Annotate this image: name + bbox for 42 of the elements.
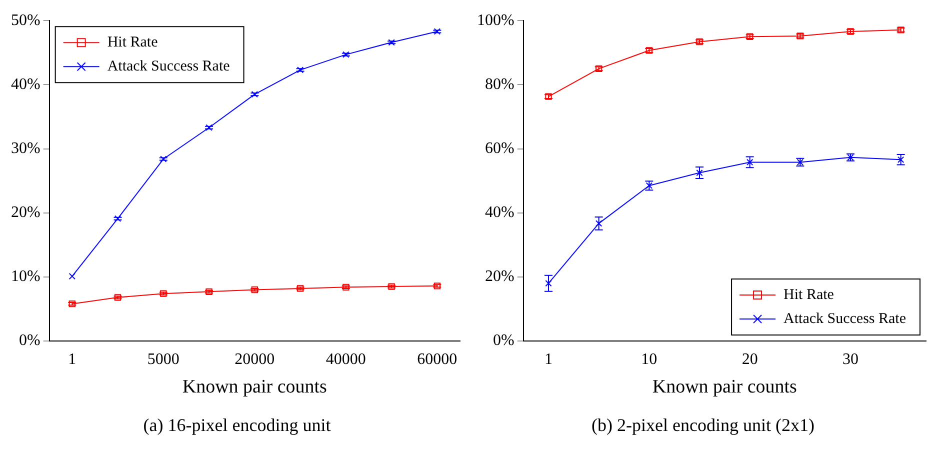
- y-tick-label: 80%: [485, 76, 514, 93]
- point: [342, 51, 350, 58]
- y-tick-label: 50%: [11, 12, 40, 29]
- y-tick-label: 100%: [477, 12, 514, 29]
- x-tick-label: 60000: [417, 350, 458, 368]
- point: [206, 288, 212, 295]
- point: [114, 294, 122, 301]
- y-tick-label: 0%: [19, 332, 40, 350]
- x-tick-label: 10: [641, 350, 658, 368]
- text: (a) 16-pixel encoding unit: [142, 415, 332, 436]
- point: [388, 39, 395, 46]
- point: [160, 156, 167, 162]
- legend-label: Hit Rate: [107, 34, 158, 51]
- x-tick-label: 20: [742, 350, 758, 368]
- x-tick-label: 1: [68, 350, 76, 368]
- y-tick-label: 20%: [485, 268, 514, 286]
- x-axis-title: Known pair counts: [182, 376, 327, 398]
- x-tick-label: 20000: [234, 350, 275, 368]
- y-tick-label: 10%: [11, 268, 40, 286]
- y-tick-label: 20%: [11, 204, 40, 222]
- point: [251, 286, 258, 294]
- legend-label: Attack Success Rate: [784, 310, 906, 327]
- point: [206, 124, 212, 131]
- y-tick-label: 0%: [493, 332, 514, 350]
- legend-label: Hit Rate: [784, 286, 834, 303]
- y-tick-label: 30%: [11, 140, 40, 157]
- point: [68, 272, 76, 280]
- legend-label: Attack Success Rate: [107, 58, 230, 75]
- x-tick-label: 1: [544, 350, 552, 368]
- x-tick-label: 40000: [326, 350, 366, 368]
- y-tick-label: 40%: [11, 76, 40, 93]
- point: [342, 284, 350, 290]
- point: [251, 90, 258, 98]
- y-tick-label: 40%: [485, 204, 514, 222]
- y-tick-label: 60%: [485, 140, 514, 157]
- x-tick-label: 30: [842, 350, 858, 368]
- x-tick-label: 5000: [147, 350, 180, 368]
- x-axis-title: Known pair counts: [652, 376, 797, 398]
- point: [388, 283, 395, 290]
- point: [114, 215, 122, 222]
- text: (b) 2-pixel encoding unit (2x1): [590, 415, 816, 436]
- point: [296, 66, 304, 74]
